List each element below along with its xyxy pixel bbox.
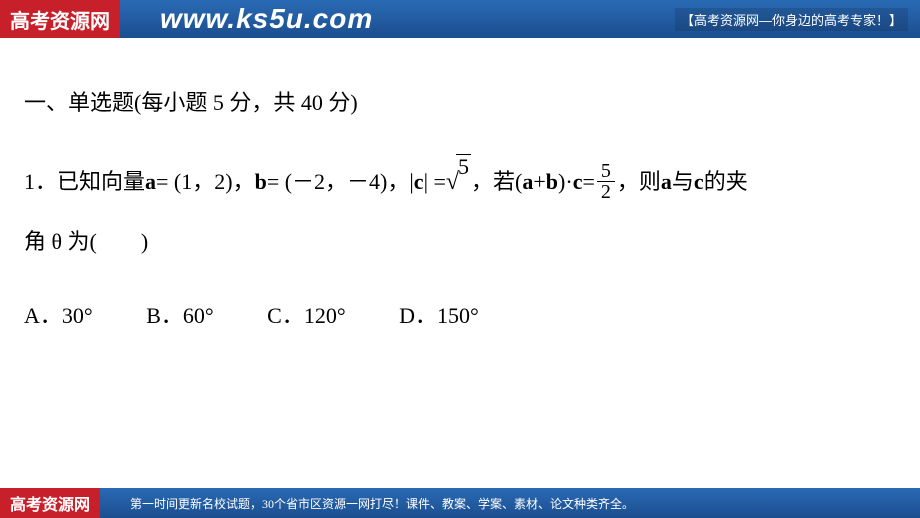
section-title: 一、单选题(每小题 5 分，共 40 分) <box>24 88 896 119</box>
fraction-den: 2 <box>597 182 615 202</box>
q-mid: ，若( <box>471 153 522 210</box>
footer-logo: 高考资源网 <box>0 488 100 518</box>
question-line-2: 角 θ 为( ) <box>24 213 896 270</box>
option-d: D．150° <box>399 303 479 328</box>
site-url: www.ks5u.com <box>160 3 373 35</box>
question-line-1: 1．已知向量 a = (1，2)， b = (－2，－4)，| c | = √ … <box>24 151 896 213</box>
tail-mid: 与 <box>672 153 694 210</box>
footer-text: 第一时间更新名校试题，30个省市区资源一网打尽！课件、教案、学案、素材、论文种类… <box>130 495 634 512</box>
plus-sign: + <box>533 153 545 210</box>
logo-text: 高考资源网 <box>10 5 110 34</box>
option-c: C．120° <box>267 303 345 328</box>
sqrt-5: √ 5 <box>446 151 471 213</box>
site-tagline: 【高考资源网—你身边的高考专家！】 <box>675 8 908 31</box>
footer-logo-text: 高考资源网 <box>10 491 90 515</box>
top-banner: 高考资源网 www.ks5u.com 【高考资源网—你身边的高考专家！】 <box>0 0 920 38</box>
fraction-5-2: 5 2 <box>597 161 615 202</box>
q-tail: ，则 <box>617 153 661 210</box>
expr-a: a <box>522 153 533 210</box>
eq-sign: = <box>582 153 594 210</box>
c-abs-close: | = <box>424 153 446 210</box>
site-logo: 高考资源网 <box>0 0 120 38</box>
dot-sign: )· <box>558 153 573 210</box>
vector-b: b <box>255 153 267 210</box>
question-1: 1．已知向量 a = (1，2)， b = (－2，－4)，| c | = √ … <box>24 151 896 271</box>
bottom-banner: 高考资源网 第一时间更新名校试题，30个省市区资源一网打尽！课件、教案、学案、素… <box>0 488 920 518</box>
option-a: A．30° <box>24 303 93 328</box>
fraction-num: 5 <box>597 161 615 182</box>
vector-a: a <box>145 153 156 210</box>
q-prefix: 1．已知向量 <box>24 153 145 210</box>
vector-c-abs: c <box>414 153 424 210</box>
options: A．30° B．60° C．120° D．150° <box>24 298 896 330</box>
expr-b: b <box>546 153 558 210</box>
expr-c: c <box>573 153 583 210</box>
slide-content: 一、单选题(每小题 5 分，共 40 分) 1．已知向量 a = (1，2)， … <box>0 38 920 330</box>
tail-end: 的夹 <box>704 153 748 210</box>
b-value: = (－2，－4)，| <box>267 153 414 210</box>
a-value: = (1，2)， <box>156 153 255 210</box>
option-b: B．60° <box>146 303 213 328</box>
tail-a: a <box>661 153 672 210</box>
radicand: 5 <box>456 154 471 179</box>
tail-c: c <box>694 153 704 210</box>
